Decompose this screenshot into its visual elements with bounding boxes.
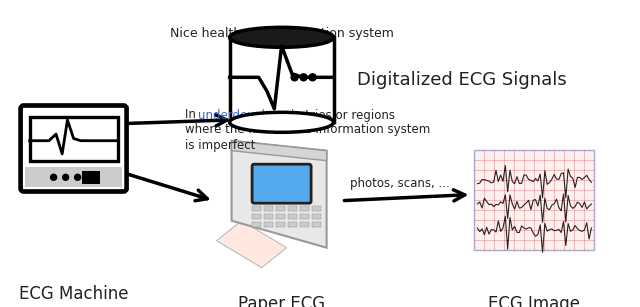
Text: Digitalized ECG Signals: Digitalized ECG Signals [356, 71, 566, 89]
Bar [300, 222, 308, 227]
Text: underdeveloped: underdeveloped [198, 108, 294, 122]
Bar [312, 214, 321, 219]
Bar [312, 206, 321, 211]
Bar [252, 206, 260, 211]
Bar [276, 222, 285, 227]
Bar [474, 150, 595, 250]
Circle shape [300, 74, 307, 81]
Bar [264, 206, 273, 211]
Circle shape [309, 74, 316, 81]
Text: photos, scans, ...: photos, scans, ... [349, 177, 449, 190]
Text: Paper ECG: Paper ECG [238, 295, 325, 307]
Bar [25, 167, 122, 187]
FancyBboxPatch shape [20, 106, 127, 192]
Bar [264, 222, 273, 227]
Text: In: In [185, 108, 200, 122]
Bar [287, 222, 296, 227]
Circle shape [51, 174, 56, 180]
Text: Nice healthcare information system: Nice healthcare information system [170, 27, 394, 40]
Text: ECG Image: ECG Image [488, 295, 580, 307]
Text: ECG Machine: ECG Machine [19, 285, 129, 303]
Bar [29, 116, 118, 161]
Bar [300, 214, 308, 219]
Bar [82, 171, 100, 184]
Bar [252, 214, 260, 219]
Ellipse shape [230, 112, 333, 132]
Bar [276, 214, 285, 219]
Bar [264, 214, 273, 219]
Text: where the healthcare information system: where the healthcare information system [185, 123, 430, 137]
Ellipse shape [230, 27, 333, 47]
Bar [312, 222, 321, 227]
Polygon shape [232, 141, 326, 248]
FancyBboxPatch shape [252, 164, 311, 203]
Polygon shape [232, 141, 326, 161]
Text: is imperfect: is imperfect [185, 138, 255, 151]
Bar [252, 222, 260, 227]
Polygon shape [216, 221, 287, 268]
Text: countries or regions: countries or regions [273, 108, 395, 122]
Bar [287, 206, 296, 211]
Bar [287, 214, 296, 219]
Bar [276, 206, 285, 211]
Bar [300, 206, 308, 211]
Circle shape [63, 174, 68, 180]
Circle shape [75, 174, 81, 180]
Bar [230, 37, 333, 122]
Circle shape [291, 74, 298, 81]
